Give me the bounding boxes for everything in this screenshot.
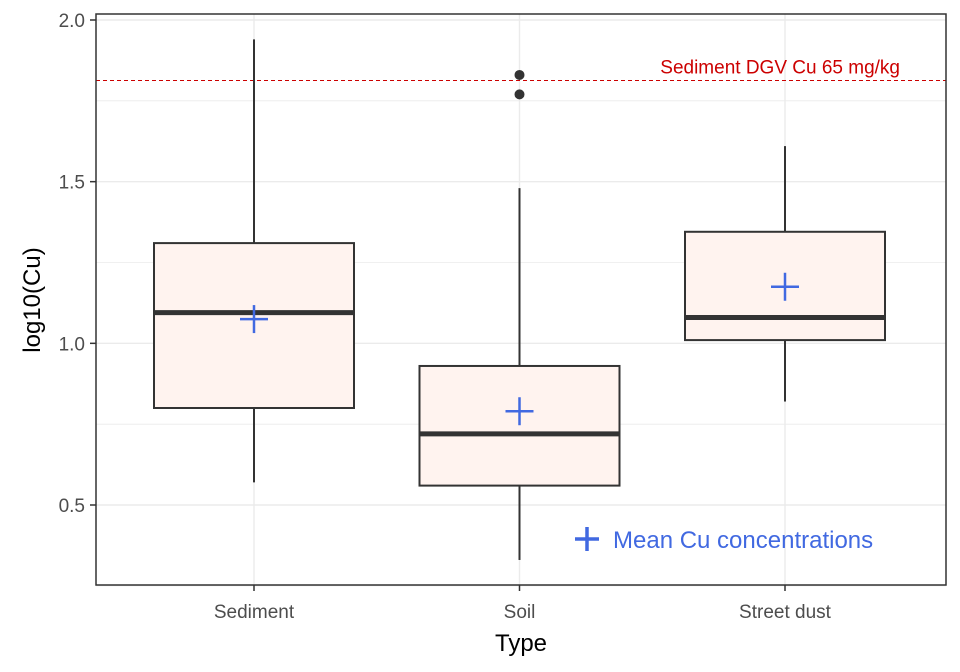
y-tick-label: 1.5 bbox=[59, 173, 85, 194]
x-tick-label: Street dust bbox=[739, 602, 832, 623]
reference-line-label: Sediment DGV Cu 65 mg/kg bbox=[660, 57, 900, 78]
mean-marker bbox=[505, 397, 534, 426]
y-axis: 0.5 1.0 1.5 2.0 bbox=[59, 11, 96, 517]
panel-border bbox=[95, 13, 947, 586]
box-iqr bbox=[418, 364, 621, 487]
box-sediment bbox=[153, 39, 355, 483]
x-tick-label: Soil bbox=[504, 602, 536, 623]
x-axis: Sediment Soil Street dust bbox=[214, 585, 832, 623]
mean-markers-group bbox=[240, 272, 799, 426]
outlier-point bbox=[514, 89, 525, 100]
y-tick-label: 1.0 bbox=[59, 334, 85, 355]
y-tick-label: 0.5 bbox=[59, 496, 85, 517]
box-soil bbox=[418, 69, 621, 560]
legend: Mean Cu concentrations bbox=[575, 527, 873, 554]
y-tick-label: 2.0 bbox=[59, 11, 85, 32]
reference-line-group: Sediment DGV Cu 65 mg/kg bbox=[96, 57, 946, 81]
legend-label: Mean Cu concentrations bbox=[613, 527, 873, 554]
x-tick-label: Sediment bbox=[214, 602, 295, 623]
x-axis-title: Type bbox=[495, 630, 547, 657]
outlier-point bbox=[514, 69, 525, 80]
mean-marker bbox=[240, 305, 268, 334]
y-axis-title: log10(Cu) bbox=[19, 247, 46, 352]
boxes-group bbox=[153, 39, 886, 560]
mean-marker bbox=[771, 272, 799, 301]
